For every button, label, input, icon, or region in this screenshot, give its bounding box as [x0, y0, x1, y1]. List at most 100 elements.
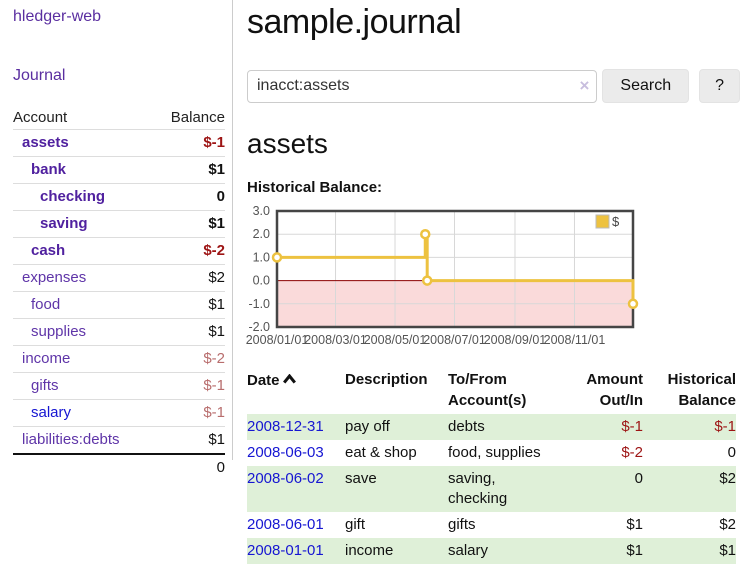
- account-row: assets $-1: [13, 129, 225, 157]
- accounts-table: Account Balance assets $-1 bank $1 checking 0…: [13, 106, 225, 481]
- account-link[interactable]: gifts: [31, 377, 59, 394]
- register-header-accounts: To/From Account(s): [448, 371, 527, 409]
- account-row: income $-2: [13, 345, 225, 373]
- account-row: salary $-1: [13, 399, 225, 427]
- search-button[interactable]: Search: [602, 69, 690, 103]
- register-table: Date Description To/From Account(s) Amou…: [247, 366, 736, 564]
- transaction-row: 2008-12-31 pay off debts $-1 $-1: [247, 414, 736, 440]
- transaction-description: income: [345, 542, 394, 559]
- account-link[interactable]: saving: [40, 215, 88, 232]
- account-link[interactable]: expenses: [22, 269, 87, 286]
- account-balance: $1: [153, 291, 225, 319]
- transaction-row: 2008-06-03 eat & shop food, supplies $-2 0: [247, 440, 736, 466]
- transaction-amount: 0: [634, 470, 643, 487]
- transaction-accounts: food, supplies: [448, 444, 541, 461]
- svg-text:2008/09/01: 2008/09/01: [484, 333, 547, 347]
- account-link[interactable]: income: [22, 350, 71, 367]
- svg-text:2008/03/01: 2008/03/01: [304, 333, 367, 347]
- app-brand-link[interactable]: hledger-web: [13, 8, 102, 25]
- register-header-description: Description: [345, 371, 428, 388]
- transaction-balance: 0: [727, 444, 736, 461]
- account-balance: $2: [153, 264, 225, 292]
- account-row: gifts $-1: [13, 372, 225, 400]
- svg-text:3.0: 3.0: [253, 204, 270, 218]
- transaction-row: 2008-01-01 income salary $1 $1: [247, 538, 736, 564]
- account-row: expenses $2: [13, 264, 225, 292]
- svg-text:0.0: 0.0: [253, 274, 270, 288]
- transaction-amount: $-1: [621, 418, 643, 435]
- account-row: saving $1: [13, 210, 225, 238]
- accounts-total-row: 0: [13, 453, 225, 481]
- accounts-total-value: 0: [153, 453, 225, 481]
- account-balance: $1: [153, 318, 225, 346]
- account-balance: $-1: [153, 372, 225, 400]
- main-panel: sample.journal × Search ? assets Histori…: [246, 0, 740, 564]
- transaction-description: eat & shop: [345, 444, 417, 461]
- account-link[interactable]: food: [31, 296, 61, 313]
- chart-label: Historical Balance:: [247, 179, 383, 196]
- transaction-balance: $-1: [714, 418, 736, 435]
- account-row: food $1: [13, 291, 225, 319]
- transaction-date-link[interactable]: 2008-12-31: [247, 418, 324, 435]
- account-link[interactable]: liabilities:debts: [22, 431, 120, 448]
- account-link[interactable]: bank: [31, 161, 67, 178]
- transaction-amount: $-2: [621, 444, 643, 461]
- transaction-row: 2008-06-02 save saving, checking 0 $2: [247, 466, 736, 512]
- search-input[interactable]: [247, 69, 598, 103]
- account-link[interactable]: supplies: [31, 323, 87, 340]
- search-form: × Search ?: [247, 69, 740, 103]
- chart-canvas: 3.0 2.0 1.0 0.0 -1.0 -2.02008/01/012008/03/01…: [246, 204, 639, 347]
- transaction-amount: $1: [626, 542, 643, 559]
- svg-text:2008/01/01: 2008/01/01: [246, 333, 309, 347]
- transaction-balance: $2: [719, 470, 736, 487]
- transaction-amount: $1: [626, 516, 643, 533]
- transaction-date-link[interactable]: 2008-01-01: [247, 542, 324, 559]
- svg-text:1.0: 1.0: [253, 250, 270, 264]
- svg-text:2008/11/01: 2008/11/01: [544, 333, 606, 347]
- clear-search-icon[interactable]: ×: [579, 75, 590, 95]
- account-row: cash $-2: [13, 237, 225, 265]
- account-link[interactable]: assets: [22, 134, 69, 151]
- account-balance: $1: [153, 426, 225, 454]
- account-balance: $1: [153, 210, 225, 238]
- account-balance: $-2: [153, 237, 225, 265]
- account-link[interactable]: checking: [40, 188, 106, 205]
- transaction-accounts: salary: [448, 542, 489, 559]
- accounts-header-balance: Balance: [170, 109, 225, 126]
- account-balance: $-1: [153, 129, 225, 157]
- register-header-date[interactable]: Date: [247, 366, 345, 414]
- account-row: bank $1: [13, 156, 225, 184]
- svg-text:-2.0: -2.0: [248, 320, 270, 334]
- register-header-balance: Historical Balance: [667, 371, 736, 409]
- legend-label: $: [612, 214, 620, 229]
- transaction-date-link[interactable]: 2008-06-03: [247, 444, 324, 461]
- transaction-accounts: saving, checking: [448, 470, 508, 507]
- sort-caret-up-icon: [282, 369, 296, 390]
- account-link[interactable]: salary: [31, 404, 72, 421]
- sidebar: hledger-web Journal Account Balance asse…: [0, 0, 233, 481]
- transaction-description: gift: [345, 516, 366, 533]
- transaction-description: save: [345, 470, 377, 487]
- account-row: checking 0: [13, 183, 225, 211]
- svg-text:2.0: 2.0: [253, 227, 270, 241]
- account-row: supplies $1: [13, 318, 225, 346]
- legend-swatch: [595, 214, 610, 229]
- transaction-row: 2008-06-01 gift gifts $1 $2: [247, 512, 736, 538]
- svg-text:-1.0: -1.0: [248, 297, 270, 311]
- transaction-date-link[interactable]: 2008-06-01: [247, 516, 324, 533]
- transaction-accounts: debts: [448, 418, 485, 435]
- account-balance: $-2: [153, 345, 225, 373]
- historical-balance-chart: 3.0 2.0 1.0 0.0 -1.0 -2.0 2008/01/01 2008/03/01…: [246, 204, 647, 354]
- account-balance: $-1: [153, 399, 225, 427]
- help-button[interactable]: ?: [699, 69, 740, 103]
- page-title: sample.journal: [247, 3, 462, 41]
- svg-text:2008/05/01: 2008/05/01: [364, 333, 427, 347]
- sidebar-item-journal[interactable]: Journal: [13, 67, 66, 84]
- transaction-balance: $1: [719, 542, 736, 559]
- transaction-description: pay off: [345, 418, 390, 435]
- account-row: liabilities:debts $1: [13, 426, 225, 454]
- transaction-balance: $2: [719, 516, 736, 533]
- account-link[interactable]: cash: [31, 242, 66, 259]
- transaction-date-link[interactable]: 2008-06-02: [247, 470, 324, 487]
- account-heading: assets: [247, 128, 328, 159]
